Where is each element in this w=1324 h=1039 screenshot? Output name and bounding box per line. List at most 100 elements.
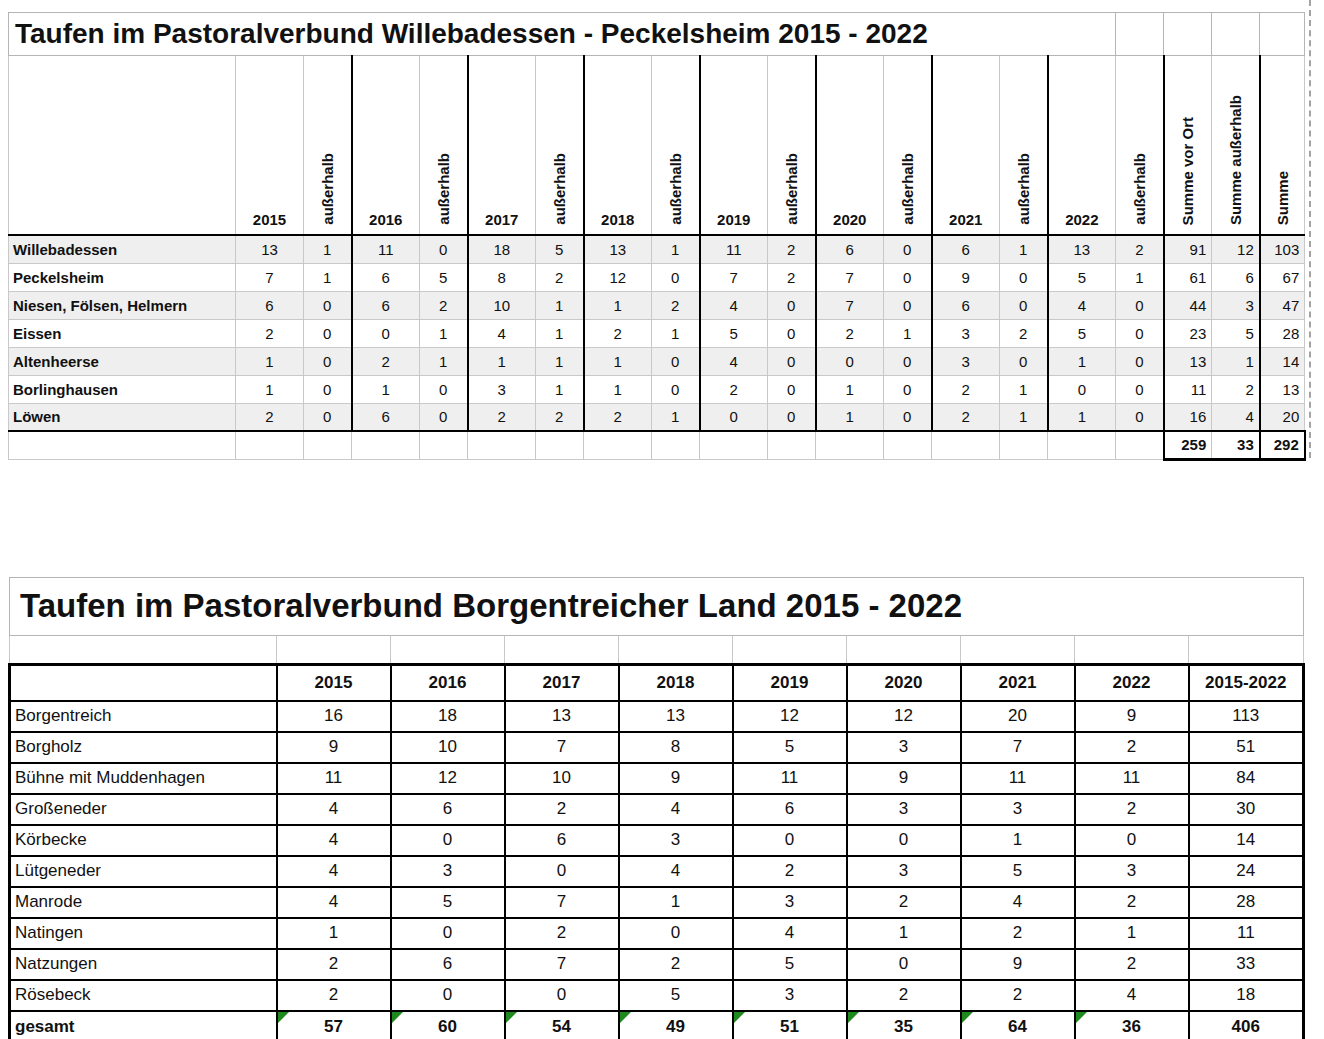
year-column-header: 2019: [733, 664, 847, 701]
table-row: Körbecke4063001014: [10, 825, 1304, 856]
sum-cell: 44: [1164, 291, 1212, 319]
outside-column-header: außerhalb: [884, 56, 932, 236]
outside-column-header: außerhalb: [420, 56, 468, 236]
cell: 0: [768, 403, 816, 431]
cell: 2: [1000, 319, 1048, 347]
empty-cell: [768, 431, 816, 459]
table2-title: Taufen im Pastoralverbund Borgentreicher…: [10, 577, 1304, 635]
cell: 0: [1000, 347, 1048, 375]
cell: 2: [1116, 235, 1164, 263]
row-label: Rösebeck: [10, 980, 277, 1011]
cell: 9: [961, 949, 1075, 980]
cell: 1: [619, 887, 733, 918]
cell: 0: [847, 825, 961, 856]
row-label: Lütgeneder: [10, 856, 277, 887]
sum-column-header-label: Summe vor Ort: [1179, 117, 1196, 225]
cell: 7: [816, 263, 884, 291]
cell: 1: [1116, 263, 1164, 291]
cell: 2: [932, 403, 1000, 431]
cell: 7: [700, 263, 768, 291]
cell: 1: [652, 319, 700, 347]
outside-column-header: außerhalb: [768, 56, 816, 236]
empty-cell: [1075, 635, 1189, 664]
cell: 2: [420, 291, 468, 319]
cell: 6: [352, 291, 420, 319]
year-column-header: 2022: [1075, 664, 1189, 701]
cell: 9: [277, 732, 391, 763]
outside-column-header-label: außerhalb: [435, 153, 452, 225]
cell: 4: [277, 856, 391, 887]
cell: 11: [733, 763, 847, 794]
empty-cell: [961, 635, 1075, 664]
cell: 1: [1000, 403, 1048, 431]
total-cell: 51: [733, 1011, 847, 1039]
error-indicator-icon: [848, 1012, 859, 1023]
cell: 5: [619, 980, 733, 1011]
year-column-header: 2015-2022: [1189, 664, 1304, 701]
cell: 0: [768, 375, 816, 403]
table-row: Bühne mit Muddenhagen1112109119111184: [10, 763, 1304, 794]
cell: 84: [1189, 763, 1304, 794]
row-label: Großeneder: [10, 794, 277, 825]
cell: 18: [1189, 980, 1304, 1011]
cell: 2: [1075, 794, 1189, 825]
error-indicator-icon: [392, 1012, 403, 1023]
year-column-header: 2020: [847, 664, 961, 701]
cell: 0: [304, 347, 352, 375]
cell: 3: [619, 825, 733, 856]
cell: 7: [505, 887, 619, 918]
row-label: Bühne mit Muddenhagen: [10, 763, 277, 794]
outside-column-header-label: außerhalb: [899, 153, 916, 225]
cell: 0: [884, 263, 932, 291]
cell: 0: [652, 263, 700, 291]
cell: 2: [236, 403, 304, 431]
cell: 2: [847, 980, 961, 1011]
taufen-borgentreicher-land-table: Taufen im Pastoralverbund Borgentreicher…: [8, 577, 1305, 1039]
total-cell: 49: [619, 1011, 733, 1039]
row-label: Niesen, Fölsen, Helmern: [9, 291, 236, 319]
row-label: Eissen: [9, 319, 236, 347]
sum-cell: 23: [1164, 319, 1212, 347]
cell: 9: [847, 763, 961, 794]
outside-column-header-label: außerhalb: [667, 153, 684, 225]
cell: 7: [961, 732, 1075, 763]
empty-cell: [536, 431, 584, 459]
cell: 1: [468, 347, 536, 375]
error-indicator-icon: [962, 1012, 973, 1023]
cell: 1: [652, 403, 700, 431]
year-column-header: 2017: [505, 664, 619, 701]
year-column-header: 2020: [816, 56, 884, 236]
sum-column-header-label: Summe außerhalb: [1227, 95, 1244, 225]
table-row: Eissen200141215021325023528: [9, 319, 1305, 347]
cell: 5: [1048, 319, 1116, 347]
cell: 9: [1075, 701, 1189, 732]
cell: 0: [768, 347, 816, 375]
cell: 0: [652, 347, 700, 375]
sum-cell: 3: [1212, 291, 1260, 319]
cell: 4: [961, 887, 1075, 918]
cell: 0: [1000, 263, 1048, 291]
row-label: Löwen: [9, 403, 236, 431]
cell: 9: [619, 763, 733, 794]
total-cell: 406: [1189, 1011, 1304, 1039]
sum-cell: 4: [1212, 403, 1260, 431]
cell: 7: [816, 291, 884, 319]
year-column-header: 2018: [619, 664, 733, 701]
cell: 0: [1000, 291, 1048, 319]
total-cell: 36: [1075, 1011, 1189, 1039]
row-label: Borgholz: [10, 732, 277, 763]
row-label: Borlinghausen: [9, 375, 236, 403]
total-cell: 54: [505, 1011, 619, 1039]
sum-cell: 1: [1212, 347, 1260, 375]
cell: 18: [468, 235, 536, 263]
row-label: [9, 431, 236, 459]
cell: 2: [816, 319, 884, 347]
sum-cell: 12: [1212, 235, 1260, 263]
row-label: Borgentreich: [10, 701, 277, 732]
cell: 5: [391, 887, 505, 918]
cell: 0: [352, 319, 420, 347]
cell: 2: [733, 856, 847, 887]
cell: 4: [619, 856, 733, 887]
cell: 3: [1075, 856, 1189, 887]
cell: 3: [932, 347, 1000, 375]
